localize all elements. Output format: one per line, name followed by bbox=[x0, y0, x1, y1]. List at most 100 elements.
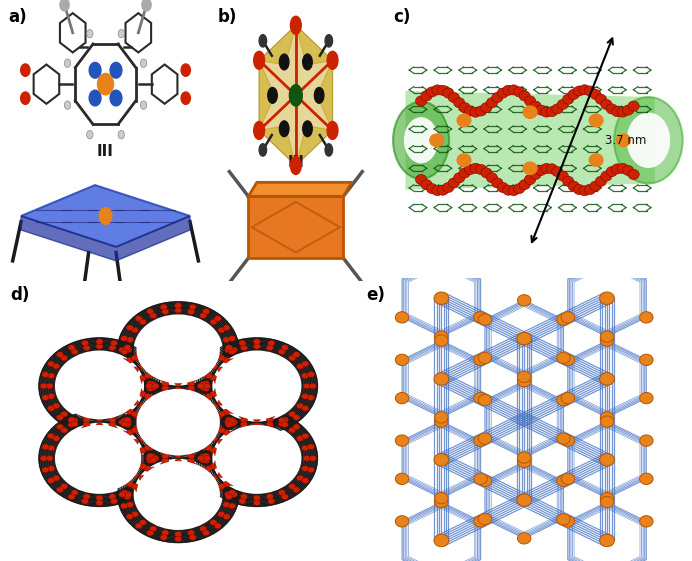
Circle shape bbox=[464, 106, 475, 116]
Circle shape bbox=[518, 371, 531, 383]
Circle shape bbox=[139, 364, 146, 369]
Circle shape bbox=[327, 52, 338, 70]
Circle shape bbox=[144, 393, 152, 399]
Circle shape bbox=[109, 417, 116, 423]
Circle shape bbox=[474, 473, 487, 485]
Circle shape bbox=[639, 312, 653, 323]
Circle shape bbox=[162, 309, 169, 315]
Circle shape bbox=[174, 380, 182, 385]
Circle shape bbox=[42, 395, 49, 401]
Circle shape bbox=[280, 54, 289, 70]
Circle shape bbox=[134, 459, 222, 529]
Text: III: III bbox=[97, 144, 114, 159]
Circle shape bbox=[118, 446, 239, 542]
Circle shape bbox=[600, 292, 614, 305]
Circle shape bbox=[228, 417, 235, 423]
Circle shape bbox=[226, 344, 233, 351]
Circle shape bbox=[160, 390, 167, 396]
Circle shape bbox=[61, 355, 68, 361]
Circle shape bbox=[160, 535, 167, 540]
Circle shape bbox=[126, 470, 134, 475]
Circle shape bbox=[162, 530, 169, 536]
Circle shape bbox=[96, 427, 103, 433]
Circle shape bbox=[639, 516, 653, 527]
Circle shape bbox=[218, 484, 225, 489]
Circle shape bbox=[240, 494, 248, 499]
Circle shape bbox=[639, 473, 653, 485]
Circle shape bbox=[443, 182, 454, 192]
Circle shape bbox=[432, 85, 443, 95]
Circle shape bbox=[595, 176, 606, 186]
Circle shape bbox=[259, 35, 266, 47]
Circle shape bbox=[174, 447, 182, 453]
Circle shape bbox=[601, 493, 614, 504]
Circle shape bbox=[210, 475, 217, 481]
Circle shape bbox=[302, 406, 309, 411]
Circle shape bbox=[475, 106, 486, 116]
Circle shape bbox=[297, 475, 304, 481]
Circle shape bbox=[561, 354, 574, 366]
Circle shape bbox=[21, 64, 30, 76]
Circle shape bbox=[302, 121, 312, 137]
Circle shape bbox=[474, 435, 487, 446]
Circle shape bbox=[61, 427, 68, 433]
Circle shape bbox=[39, 410, 160, 507]
Circle shape bbox=[150, 372, 157, 378]
Text: b): b) bbox=[218, 8, 237, 26]
Circle shape bbox=[435, 412, 448, 423]
Circle shape bbox=[223, 357, 230, 363]
Circle shape bbox=[435, 335, 448, 346]
Circle shape bbox=[289, 484, 295, 489]
Circle shape bbox=[228, 408, 236, 413]
Circle shape bbox=[48, 478, 55, 484]
Circle shape bbox=[268, 426, 275, 432]
Circle shape bbox=[189, 462, 197, 468]
Circle shape bbox=[135, 316, 142, 321]
Circle shape bbox=[189, 449, 197, 454]
Circle shape bbox=[136, 415, 143, 420]
Circle shape bbox=[205, 466, 212, 471]
Circle shape bbox=[224, 491, 232, 497]
Circle shape bbox=[199, 381, 207, 387]
Circle shape bbox=[61, 484, 68, 489]
Circle shape bbox=[205, 445, 212, 451]
Circle shape bbox=[197, 338, 318, 434]
Circle shape bbox=[61, 411, 68, 417]
Circle shape bbox=[563, 94, 574, 104]
Polygon shape bbox=[296, 25, 333, 65]
Circle shape bbox=[541, 107, 552, 117]
Circle shape bbox=[205, 373, 212, 379]
Polygon shape bbox=[259, 95, 296, 165]
Circle shape bbox=[600, 534, 614, 546]
Circle shape bbox=[474, 516, 487, 527]
Polygon shape bbox=[259, 61, 275, 131]
Circle shape bbox=[48, 406, 55, 411]
Circle shape bbox=[131, 484, 138, 489]
Circle shape bbox=[415, 174, 427, 185]
Circle shape bbox=[268, 412, 275, 418]
Circle shape bbox=[601, 496, 614, 508]
Circle shape bbox=[82, 341, 89, 346]
Circle shape bbox=[149, 312, 157, 319]
Circle shape bbox=[278, 417, 285, 423]
Circle shape bbox=[96, 423, 103, 429]
Circle shape bbox=[557, 171, 568, 181]
Circle shape bbox=[448, 178, 459, 188]
Polygon shape bbox=[296, 61, 333, 131]
Circle shape bbox=[612, 164, 623, 174]
Circle shape bbox=[230, 347, 238, 353]
Circle shape bbox=[139, 319, 147, 325]
Circle shape bbox=[124, 422, 131, 427]
Circle shape bbox=[228, 480, 236, 486]
Circle shape bbox=[210, 375, 217, 381]
Circle shape bbox=[127, 481, 134, 487]
Circle shape bbox=[240, 417, 248, 423]
Circle shape bbox=[223, 481, 230, 487]
Circle shape bbox=[606, 167, 617, 177]
Circle shape bbox=[150, 467, 157, 473]
Circle shape bbox=[282, 417, 289, 422]
Circle shape bbox=[127, 430, 134, 435]
Circle shape bbox=[40, 383, 47, 389]
Circle shape bbox=[552, 167, 563, 177]
Circle shape bbox=[253, 411, 260, 417]
